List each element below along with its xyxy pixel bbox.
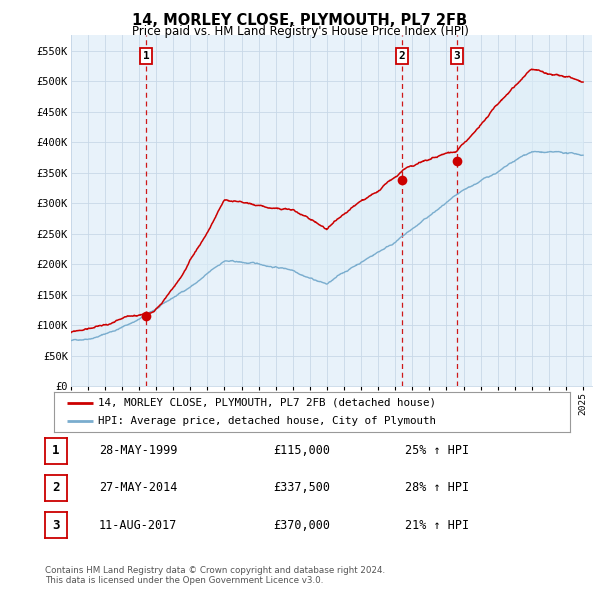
Text: 1: 1 (52, 444, 59, 457)
Text: £115,000: £115,000 (273, 444, 330, 457)
Text: £370,000: £370,000 (273, 519, 330, 532)
Text: 3: 3 (454, 51, 460, 61)
Text: 27-MAY-2014: 27-MAY-2014 (99, 481, 178, 494)
Text: £337,500: £337,500 (273, 481, 330, 494)
Text: 28% ↑ HPI: 28% ↑ HPI (405, 481, 469, 494)
Text: 2: 2 (52, 481, 59, 494)
Text: 1: 1 (143, 51, 149, 61)
Text: 14, MORLEY CLOSE, PLYMOUTH, PL7 2FB: 14, MORLEY CLOSE, PLYMOUTH, PL7 2FB (133, 13, 467, 28)
Text: Contains HM Land Registry data © Crown copyright and database right 2024.
This d: Contains HM Land Registry data © Crown c… (45, 566, 385, 585)
Text: Price paid vs. HM Land Registry's House Price Index (HPI): Price paid vs. HM Land Registry's House … (131, 25, 469, 38)
Text: 2: 2 (399, 51, 406, 61)
Text: HPI: Average price, detached house, City of Plymouth: HPI: Average price, detached house, City… (98, 416, 436, 426)
Text: 11-AUG-2017: 11-AUG-2017 (99, 519, 178, 532)
Text: 3: 3 (52, 519, 59, 532)
Text: 14, MORLEY CLOSE, PLYMOUTH, PL7 2FB (detached house): 14, MORLEY CLOSE, PLYMOUTH, PL7 2FB (det… (98, 398, 436, 408)
Text: 28-MAY-1999: 28-MAY-1999 (99, 444, 178, 457)
Text: 21% ↑ HPI: 21% ↑ HPI (405, 519, 469, 532)
Text: 25% ↑ HPI: 25% ↑ HPI (405, 444, 469, 457)
